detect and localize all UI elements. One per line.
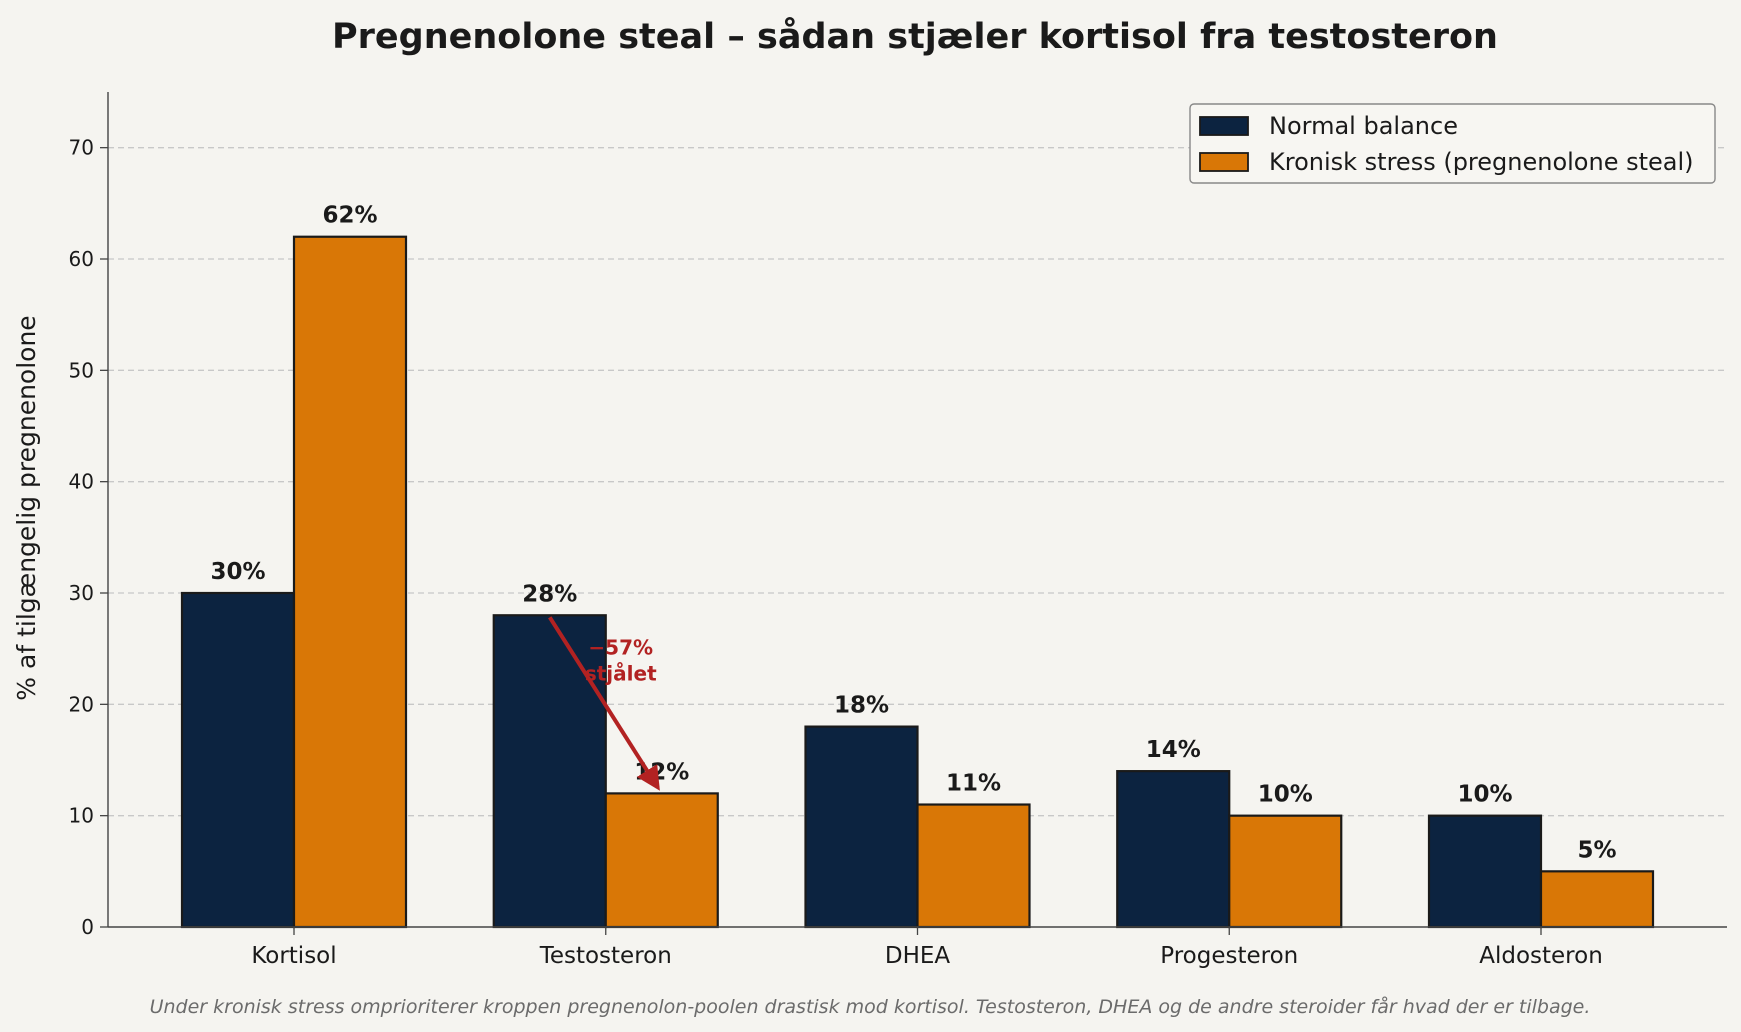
legend-swatch: [1199, 152, 1249, 172]
y-tick-label: 20: [69, 692, 94, 716]
chart-title: Pregnenolone steal – sådan stjæler korti…: [332, 16, 1498, 57]
bar-normal-dhea: [804, 725, 919, 929]
x-tick-label: Testosteron: [539, 943, 672, 969]
x-tick-label: Aldosteron: [1479, 943, 1603, 969]
data-label: 18%: [834, 693, 889, 719]
legend: Normal balance Kronisk stress (pregnenolo…: [1189, 103, 1716, 184]
data-label: 14%: [1146, 737, 1201, 763]
bar-stress-kortisol: [292, 235, 408, 929]
data-label: 62%: [322, 203, 377, 229]
bar-stress-aldosteron: [1539, 870, 1655, 929]
legend-swatch: [1199, 116, 1249, 136]
data-label: 5%: [1577, 837, 1616, 863]
bar-stress-progesteron: [1228, 814, 1343, 929]
data-label: 10%: [1457, 782, 1512, 808]
legend-label: Normal balance: [1269, 112, 1458, 140]
chart-caption: Under kronisk stress omprioriterer kropp…: [150, 995, 1591, 1018]
axes: 0 10 20 30 40 50 60 70 Kortisol Testosteron DHEA Pr…: [69, 92, 1727, 969]
bar-normal-kortisol: [180, 591, 296, 929]
annotation-line-1: −57%: [588, 636, 653, 660]
bar-stress-dhea: [916, 803, 1031, 929]
data-label: 11%: [946, 771, 1001, 797]
bar-normal-testosteron: [492, 614, 607, 929]
legend-label: Kronisk stress (pregnenolone steal): [1269, 148, 1694, 176]
legend-box: [1189, 103, 1716, 184]
x-tick-label: Progesteron: [1160, 943, 1298, 969]
annotation-arrow: [548, 616, 660, 791]
y-tick-label: 40: [69, 470, 94, 494]
bar-normal-progesteron: [1116, 770, 1231, 929]
value-labels: 30%62%28%12%18%11%14%10% 10%5%: [210, 203, 1616, 864]
bars: [180, 235, 1655, 929]
annotation-line-2: stjålet: [585, 662, 657, 686]
bar-stress-testosteron: [604, 792, 719, 929]
annotation: −57%stjålet: [548, 616, 660, 791]
data-label: 30%: [210, 559, 265, 585]
y-axis-label: % af tilgængelig pregnenolone: [12, 315, 41, 700]
y-tick-label: 10: [69, 804, 94, 828]
x-tick-label: DHEA: [885, 943, 951, 969]
y-tick-label: 50: [69, 358, 94, 382]
x-tick-label: Kortisol: [251, 943, 336, 969]
y-tick-label: 70: [69, 136, 94, 160]
data-label: 28%: [522, 581, 577, 607]
data-label: 10%: [1258, 782, 1313, 808]
y-tick-label: 60: [69, 247, 94, 271]
bar-normal-aldosteron: [1427, 814, 1543, 929]
y-tick-label: 30: [69, 581, 94, 605]
y-tick-label: 0: [81, 915, 94, 939]
